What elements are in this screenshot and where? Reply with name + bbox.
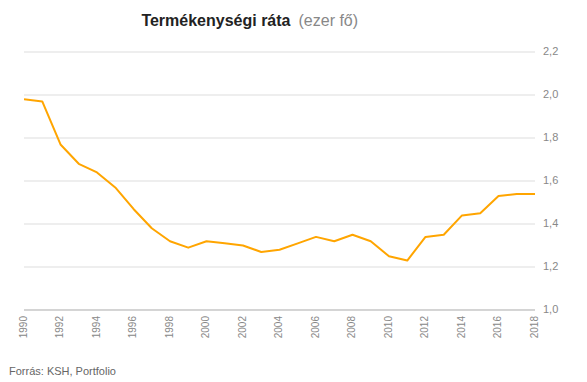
x-axis-line xyxy=(24,310,535,311)
x-tick-label: 2006 xyxy=(310,316,321,339)
y-grid xyxy=(24,52,535,310)
grid-line xyxy=(24,224,535,225)
data-line xyxy=(24,99,535,260)
grid-line xyxy=(24,310,535,311)
y-tick-label: 1,6 xyxy=(543,174,558,186)
x-tick-label: 2016 xyxy=(492,316,503,339)
y-tick-label: 2,2 xyxy=(543,45,558,57)
x-tick-label: 1994 xyxy=(91,316,102,339)
grid-line xyxy=(24,138,535,139)
x-tick-label: 2010 xyxy=(383,316,394,339)
y-tick-label: 2,0 xyxy=(543,88,558,100)
y-tick-label: 1,8 xyxy=(543,131,558,143)
grid-line xyxy=(24,181,535,182)
x-tick-label: 1990 xyxy=(18,316,29,339)
chart-container: 1,01,21,41,61,82,02,21990199219941996199… xyxy=(0,0,587,382)
x-tick-label: 1998 xyxy=(164,316,175,339)
y-tick-labels: 1,0 1,2 1,4 1,6 1,8 2,0 2,2 xyxy=(543,45,558,315)
x-tick-label: 2014 xyxy=(456,316,467,339)
y-tick-label: 1,2 xyxy=(543,260,558,272)
x-tick-labels: 1990 1992 1994 1996 1998 2000 2002 2004 2006 2008… xyxy=(18,316,540,339)
source: Forrás: KSH, Portfolio xyxy=(9,365,116,377)
x-tick-label: 2002 xyxy=(237,316,248,339)
grid-line xyxy=(24,52,535,53)
x-tick-label: 2008 xyxy=(346,316,357,339)
x-tick-label: 2012 xyxy=(419,316,430,339)
x-tick-label: 1992 xyxy=(54,316,65,339)
plot-area xyxy=(24,99,535,260)
title: Termékenységi ráta xyxy=(141,12,290,29)
chart: 1,01,21,41,61,82,02,21990199219941996199… xyxy=(0,0,587,382)
subtitle: (ezer fő) xyxy=(299,12,359,29)
x-tick-label: 1996 xyxy=(127,316,138,339)
y-tick-label: 1,0 xyxy=(543,303,558,315)
x-tick-label: 2000 xyxy=(200,316,211,339)
grid-line xyxy=(24,267,535,268)
x-tick-label: 2004 xyxy=(273,316,284,339)
y-tick-label: 1,4 xyxy=(543,217,558,229)
x-tick-label: 2018 xyxy=(529,316,540,339)
grid-line xyxy=(24,95,535,96)
